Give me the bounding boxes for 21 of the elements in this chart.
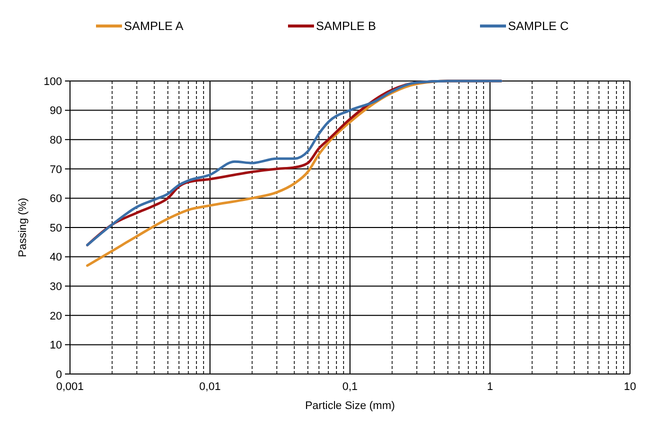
y-tick-label: 60 xyxy=(50,193,62,206)
y-tick-label: 0 xyxy=(56,368,62,381)
y-tick-label: 90 xyxy=(50,105,62,118)
y-tick-label: 50 xyxy=(50,222,62,234)
x-tick-label: 1 xyxy=(486,381,494,393)
x-tick-label: 0,1 xyxy=(342,381,358,393)
y-tick-label: 70 xyxy=(50,164,62,176)
x-tick-label: 0,001 xyxy=(56,381,84,393)
x-axis-title: Particle Size (mm) xyxy=(305,400,395,412)
legend-label: SAMPLE A xyxy=(124,19,184,34)
y-axis-title: Passing (%) xyxy=(17,198,29,258)
y-tick-label: 20 xyxy=(50,310,62,322)
legend-label: SAMPLE C xyxy=(508,19,570,34)
x-tick-label: 0,01 xyxy=(199,381,221,393)
y-tick-label: 100 xyxy=(44,76,62,88)
y-tick-label: 10 xyxy=(50,340,62,352)
x-tick-label: 10 xyxy=(624,381,636,393)
legend-label: SAMPLE B xyxy=(316,19,376,34)
y-tick-label: 30 xyxy=(50,280,62,293)
y-tick-label: 80 xyxy=(50,134,62,146)
y-tick-label: 40 xyxy=(50,252,62,264)
